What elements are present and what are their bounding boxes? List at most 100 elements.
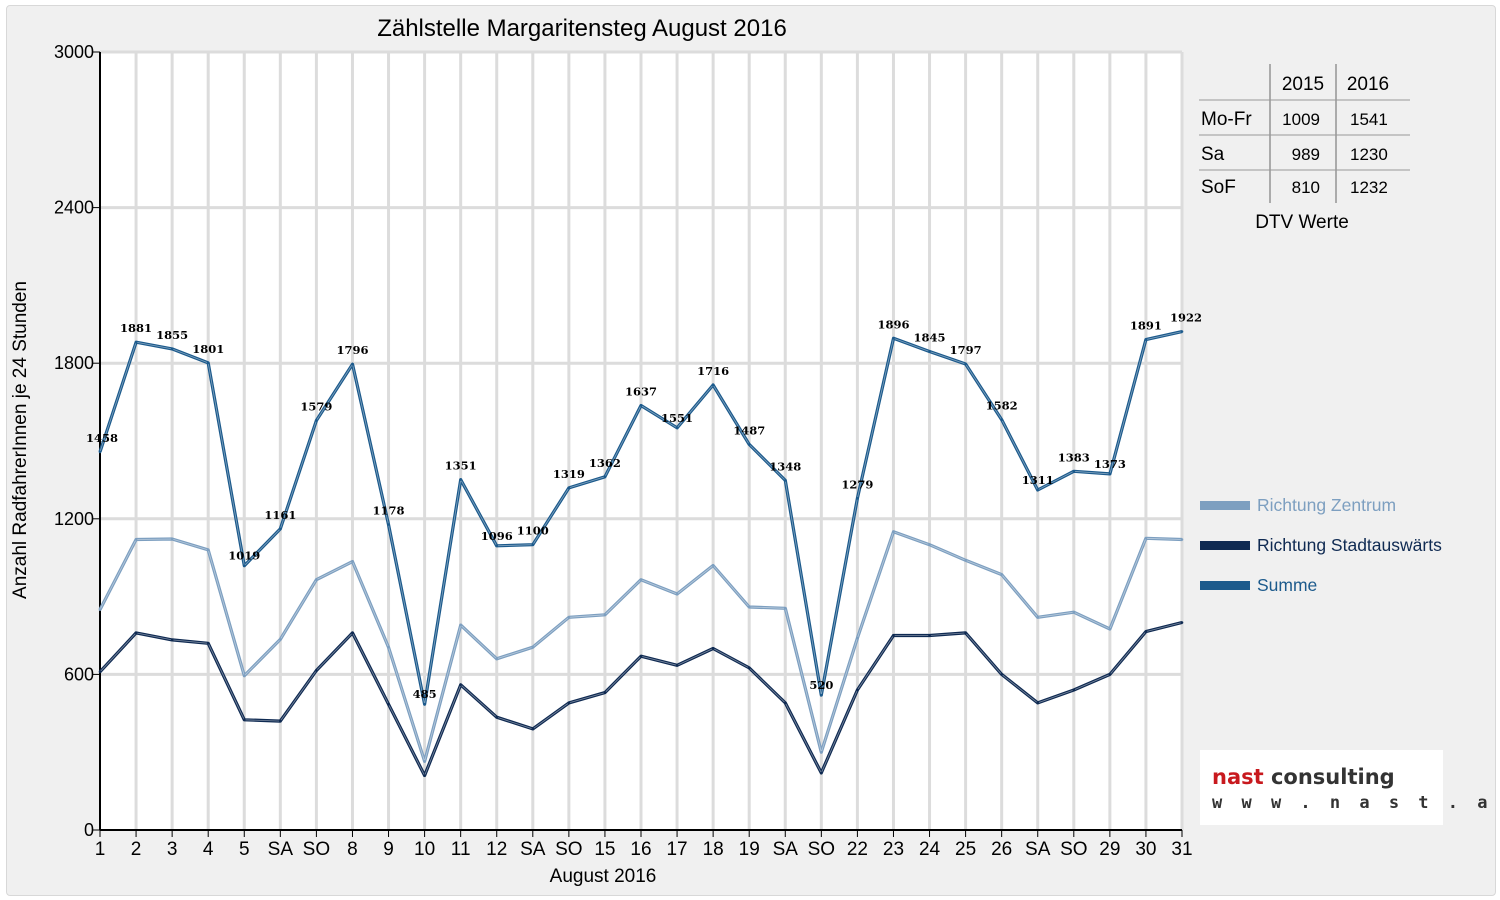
x-tick-label: 2 [131,839,142,860]
point-zentrum [639,578,643,582]
x-tick-label: 12 [486,839,507,860]
legend: Richtung Zentrum Richtung Stadtauswärts … [1200,495,1442,595]
point-summe [820,693,823,697]
x-axis-label: August 2016 [550,866,657,887]
data-label: 1716 [697,364,729,378]
y-tick-label: 2400 [54,198,94,218]
point-zentrum [747,605,751,609]
y-tick-label: 600 [64,664,94,684]
x-tick-label: 17 [666,839,687,860]
point-stadtauswaerts [1180,621,1184,624]
legend-label-zentrum: Richtung Zentrum [1257,495,1396,515]
point-summe [531,543,535,547]
point-summe [856,497,859,500]
x-tick-label: 10 [414,839,435,860]
dtv-cell: 1541 [1350,110,1388,129]
point-summe [603,475,607,479]
x-tick-label: SA [520,839,546,860]
point-stadtauswaerts [459,683,462,687]
dtv-table: 2015 2016 Mo-Fr 1009 1541 Sa 989 1230 So… [1199,64,1410,233]
data-label: 1458 [86,431,118,445]
data-label: 1348 [769,459,801,473]
dtv-row-label: SoF [1201,177,1236,198]
point-summe [783,479,787,482]
data-label: 1161 [264,508,296,522]
point-summe [423,702,426,706]
point-zentrum [531,645,535,649]
dtv-cell: 1232 [1350,178,1388,197]
point-zentrum [242,674,246,677]
point-stadtauswaerts [567,701,571,705]
legend-swatch-zentrum [1200,501,1250,510]
point-summe [1000,418,1003,422]
point-stadtauswaerts [1072,688,1076,692]
point-zentrum [711,564,715,567]
data-label: 1551 [661,411,693,425]
point-stadtauswaerts [1108,673,1112,676]
data-label: 1922 [1170,311,1202,325]
point-zentrum [964,558,967,562]
legend-label-stadtauswaerts: Richtung Stadtauswärts [1257,535,1442,555]
point-summe [675,426,679,430]
point-zentrum [459,623,462,627]
point-summe [279,527,282,531]
data-label: 1637 [625,384,657,398]
data-label: 1855 [156,328,188,342]
point-zentrum [315,578,318,582]
nast-consulting-logo: nast consulting w w w . n a s t . a t [1200,750,1500,825]
point-summe [206,361,210,365]
x-tick-label: 18 [703,839,724,860]
y-tick-label: 1200 [54,509,94,529]
data-label: 1019 [228,549,260,563]
point-summe [747,443,751,446]
point-zentrum [820,750,823,754]
point-stadtauswaerts [351,631,354,635]
x-tick-label: 23 [883,839,904,860]
point-summe [315,419,318,422]
x-tick-label: 15 [594,839,615,860]
data-label: 1279 [841,477,873,491]
point-zentrum [170,537,174,541]
y-axis-label: Anzahl RadfahrerInnen je 24 Stunden [10,281,31,599]
point-summe [1036,488,1040,492]
x-tick-label: SA [268,839,294,860]
dtv-row-label: Sa [1201,144,1225,165]
x-tick-label: 31 [1171,839,1192,860]
point-summe [567,486,571,490]
point-stadtauswaerts [315,669,318,672]
y-tick-label: 1800 [54,353,94,373]
point-summe [639,404,643,407]
data-label: 1579 [300,400,332,414]
x-tick-label: SA [773,839,799,860]
data-label: 1362 [589,456,621,470]
point-stadtauswaerts [603,691,607,694]
point-zentrum [495,657,499,661]
data-label: 1796 [336,343,368,357]
data-label: 1319 [553,467,585,481]
x-tick-label: 29 [1099,839,1120,860]
point-summe [928,350,931,353]
data-label: 1311 [1022,473,1054,487]
point-summe [459,478,462,481]
point-summe [387,523,390,526]
x-tick-label: 4 [203,839,214,860]
x-tick-label: 24 [919,839,941,860]
x-tick-label: 11 [451,839,471,860]
dtv-header-2015: 2015 [1282,74,1324,95]
data-label: 1797 [950,343,982,357]
y-axis: 0 600 1200 1800 2400 3000 [54,42,101,840]
legend-swatch-stadtauswaerts [1200,541,1250,550]
point-stadtauswaerts [170,638,174,642]
point-summe [1180,330,1184,333]
x-tick-label: 5 [239,839,250,860]
point-stadtauswaerts [423,774,426,777]
data-label: 485 [413,687,437,701]
x-tick-label: 30 [1135,839,1156,860]
data-label: 1383 [1058,450,1090,464]
logo-url: w w w . n a s t . a t [1212,793,1500,813]
point-stadtauswaerts [98,670,102,674]
point-summe [1072,470,1076,473]
point-summe [242,564,246,568]
data-label: 1100 [517,524,549,538]
point-zentrum [423,759,426,763]
